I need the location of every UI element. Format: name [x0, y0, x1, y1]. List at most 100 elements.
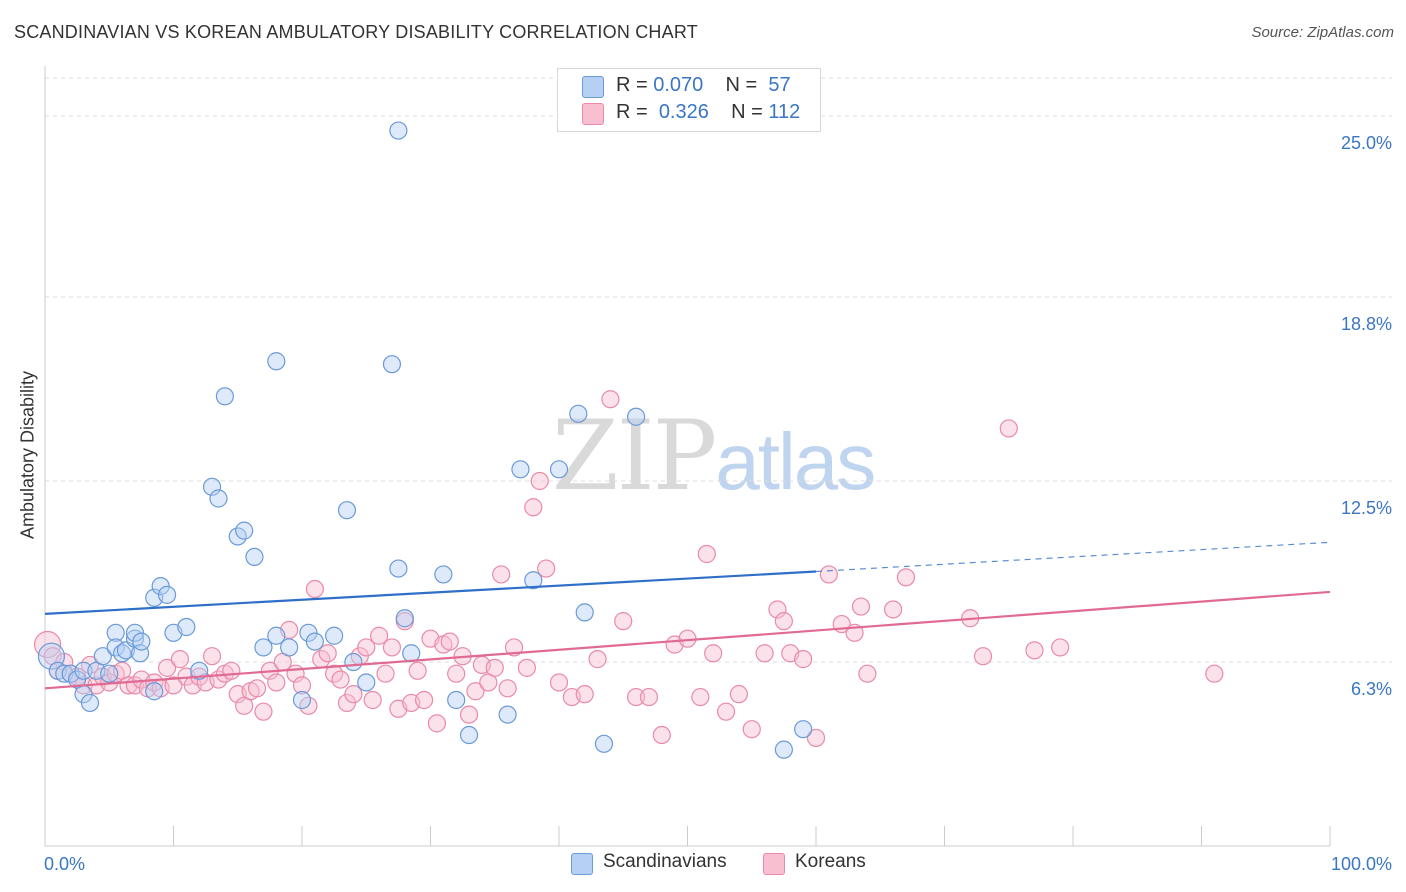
scandinavians-point: [344, 652, 363, 672]
scandinavians-point: [434, 565, 453, 584]
koreans-point: [639, 687, 659, 707]
legend-row-text: R = 0.326 N = 112: [616, 101, 800, 124]
koreans-point: [370, 626, 389, 645]
koreans-point: [459, 705, 479, 724]
koreans-point: [588, 650, 607, 669]
koreans-point: [601, 390, 620, 409]
scandinavians-swatch: [571, 853, 593, 875]
source-credit: Source: ZipAtlas.com: [1251, 24, 1394, 41]
scandinavians-point: [254, 638, 273, 657]
scandinavians-point: [93, 647, 112, 666]
koreans-point: [517, 658, 536, 677]
koreans-point: [524, 498, 543, 517]
koreans-point: [504, 638, 524, 657]
scandinavians-point: [774, 740, 793, 759]
scandinavians-point: [145, 682, 164, 701]
koreans-point: [331, 670, 350, 689]
legend-label: Koreans: [795, 851, 866, 872]
scandinavians-point: [337, 501, 357, 520]
scandinavians-point: [575, 603, 594, 622]
scandinavians-point: [100, 664, 119, 683]
scandinavians-point: [794, 720, 813, 739]
koreans-point: [357, 638, 376, 657]
scandinavians-point: [132, 632, 151, 651]
koreans-point: [440, 632, 459, 651]
koreans-point: [1051, 638, 1070, 657]
koreans-point: [652, 725, 671, 745]
koreans-point: [267, 673, 286, 692]
koreans-point: [222, 661, 241, 680]
koreans-point: [1205, 664, 1224, 683]
scandinavians-point: [389, 121, 408, 140]
koreans-point: [614, 612, 633, 631]
scandinavians-point: [498, 705, 517, 724]
koreans-point: [999, 419, 1018, 438]
koreans-swatch: [582, 103, 604, 125]
koreans-point: [382, 638, 402, 657]
scandinavians-trend-line: [44, 570, 817, 615]
n-value: 112: [768, 101, 801, 123]
koreans-point: [537, 559, 556, 578]
scandinavians-point: [280, 638, 299, 657]
y-tick-label: 12.5%: [1341, 498, 1392, 518]
scandinavians-point: [267, 352, 286, 371]
koreans-point: [697, 544, 716, 564]
koreans-point: [247, 679, 267, 698]
zipatlas-watermark: ZIPatlas: [552, 400, 876, 512]
n-label: N =: [731, 101, 769, 123]
scandinavians-point: [382, 355, 402, 374]
y-tick-label: 18.8%: [1341, 314, 1392, 334]
koreans-point: [254, 702, 273, 721]
scandinavians-point: [569, 404, 588, 423]
koreans-point: [344, 685, 363, 704]
scandinavians-point: [292, 690, 312, 710]
koreans-point: [408, 661, 427, 680]
scandinavians-point: [549, 460, 569, 479]
scandinavians-point: [389, 559, 408, 578]
koreans-point: [851, 597, 871, 616]
scandinavians-point: [395, 609, 414, 628]
scandinavians-point: [267, 626, 286, 645]
chart-title: SCANDINAVIAN VS KOREAN AMBULATORY DISABI…: [14, 22, 698, 42]
koreans-point: [896, 568, 916, 587]
scandinavians-trend-extension: [815, 541, 1331, 573]
koreans-point: [729, 685, 749, 704]
koreans-point: [427, 714, 447, 733]
scandinavians-point: [357, 673, 376, 692]
y-tick-label: 6.3%: [1351, 679, 1392, 699]
koreans-point: [716, 702, 736, 721]
r-label: R =: [616, 74, 654, 96]
scandinavians-point: [524, 571, 543, 590]
koreans-point: [318, 644, 337, 663]
koreans-point: [575, 685, 594, 704]
x-tick-label: 100.0%: [1331, 854, 1392, 874]
scandinavians-point: [447, 690, 466, 710]
scandinavians-point: [594, 734, 614, 753]
x-tick-label: 0.0%: [44, 854, 85, 874]
koreans-point: [742, 720, 761, 739]
koreans-point: [806, 728, 826, 748]
koreans-point: [1025, 641, 1044, 660]
koreans-point: [858, 664, 877, 683]
koreans-point: [755, 644, 774, 663]
koreans-point: [774, 612, 793, 631]
scandinavians-point: [190, 661, 209, 680]
koreans-point: [363, 690, 382, 710]
koreans-point: [164, 676, 183, 695]
koreans-trend-line: [44, 590, 1331, 690]
correlation-legend: R = 0.070 N = 57 R = 0.326 N = 112: [557, 68, 821, 132]
scandinavians-point: [202, 477, 222, 496]
scandinavians-point: [402, 644, 421, 663]
scandinavians-point: [177, 617, 196, 637]
koreans-point: [157, 658, 177, 677]
scandinavians-point: [74, 661, 93, 680]
y-tick-label: 25.0%: [1341, 133, 1392, 153]
scandinavians-point: [325, 626, 344, 645]
koreans-point: [492, 565, 511, 584]
koreans-point: [704, 644, 723, 663]
scandinavians-point: [626, 407, 646, 426]
r-label: R =: [616, 101, 654, 123]
koreans-point: [305, 579, 324, 599]
koreans-point: [794, 650, 813, 669]
